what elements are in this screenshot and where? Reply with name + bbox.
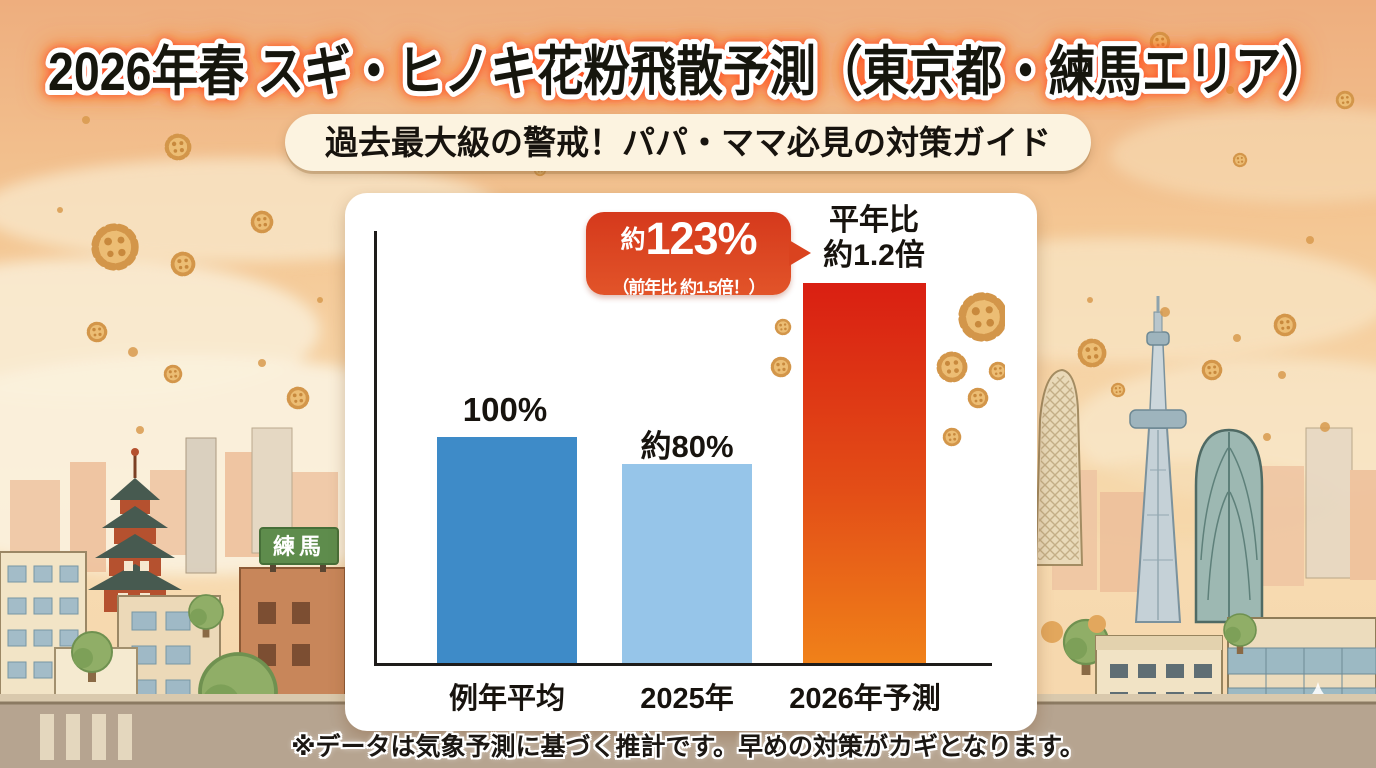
footnote: ※データは気象予測に基づく推計です。早めの対策がカギとなります。 — [291, 733, 1085, 761]
pollen-particle-icon — [1273, 313, 1297, 337]
pollen-particle-icon — [967, 387, 989, 409]
pollen-particle-icon — [286, 386, 310, 410]
callout-note: （前年比 約1.5倍！） — [612, 278, 765, 297]
cocoon-tower-illustration — [1034, 368, 1084, 566]
comparison-annotation: 平年比 約1.2倍 — [823, 204, 925, 273]
tree — [1062, 618, 1110, 677]
sparkle-icon — [1294, 682, 1342, 730]
building — [54, 647, 138, 705]
pollen-particle-icon — [95, 227, 135, 267]
bar-value-label-2025: 約80% — [640, 429, 734, 464]
category-label-average: 例年平均 — [448, 683, 565, 715]
pollen-particle-icon — [1149, 31, 1171, 53]
leaf-tower-illustration — [1194, 428, 1264, 624]
pollen-particle-icon — [173, 254, 194, 275]
pollen-particle-icon — [1232, 152, 1248, 168]
pollen-particle-icon — [167, 136, 189, 158]
category-label-2025: 2025年 — [640, 683, 734, 715]
subtitle-badge: 過去最大級の警戒！パパ・ママ必見の対策ガイド — [285, 114, 1091, 171]
pollen-particle-icon — [962, 296, 1003, 337]
pollen-particle-icon — [942, 427, 962, 447]
nerima-sign-label: 練馬 — [273, 534, 325, 559]
callout-percentage: 約123% — [620, 213, 757, 264]
bar-average-year — [437, 437, 577, 663]
pollen-particle-icon — [988, 361, 1005, 381]
y-axis — [374, 231, 377, 666]
tree — [188, 594, 224, 639]
pollen-particle-icon — [250, 210, 274, 234]
category-label-2026: 2026年予測 — [789, 683, 941, 715]
pollen-particle-icon — [1201, 359, 1223, 381]
pollen-particle-icon — [774, 318, 792, 336]
skytree-illustration — [1129, 296, 1187, 623]
pollen-particle-icon — [86, 321, 108, 343]
tree — [1088, 615, 1106, 633]
buildings-left: 練馬 — [0, 448, 346, 768]
tree — [71, 631, 113, 683]
chart-card: 100% 約80% 約123% （前年比 約1.5倍！） 平年比 約1.2倍 例… — [345, 193, 1037, 731]
callout-bubble: 約123% （前年比 約1.5倍！） — [586, 212, 811, 297]
pollen-particle-icon — [939, 354, 965, 380]
pollen-particle-icon — [770, 356, 792, 378]
bar-value-label-average: 100% — [462, 391, 548, 428]
bar-2026-forecast — [803, 283, 926, 663]
buildings-right — [1034, 296, 1376, 768]
tree — [1223, 613, 1257, 655]
bar-2025 — [622, 464, 752, 663]
pollen-particle-icon — [1335, 90, 1355, 110]
page-title: 2026年春 スギ・ヒノキ花粉飛散予測（東京都・練馬エリア） — [48, 42, 1328, 102]
tree — [1041, 621, 1063, 643]
nerima-sign: 練馬 — [259, 527, 339, 572]
pollen-particle-icon — [1110, 382, 1126, 398]
pagoda-illustration — [88, 448, 182, 612]
header: 2026年春 スギ・ヒノキ花粉飛散予測（東京都・練馬エリア） — [43, 37, 1333, 107]
pollen-particle-icon — [1080, 341, 1104, 365]
pollen-particle-icon — [163, 364, 183, 384]
x-axis — [374, 663, 992, 666]
